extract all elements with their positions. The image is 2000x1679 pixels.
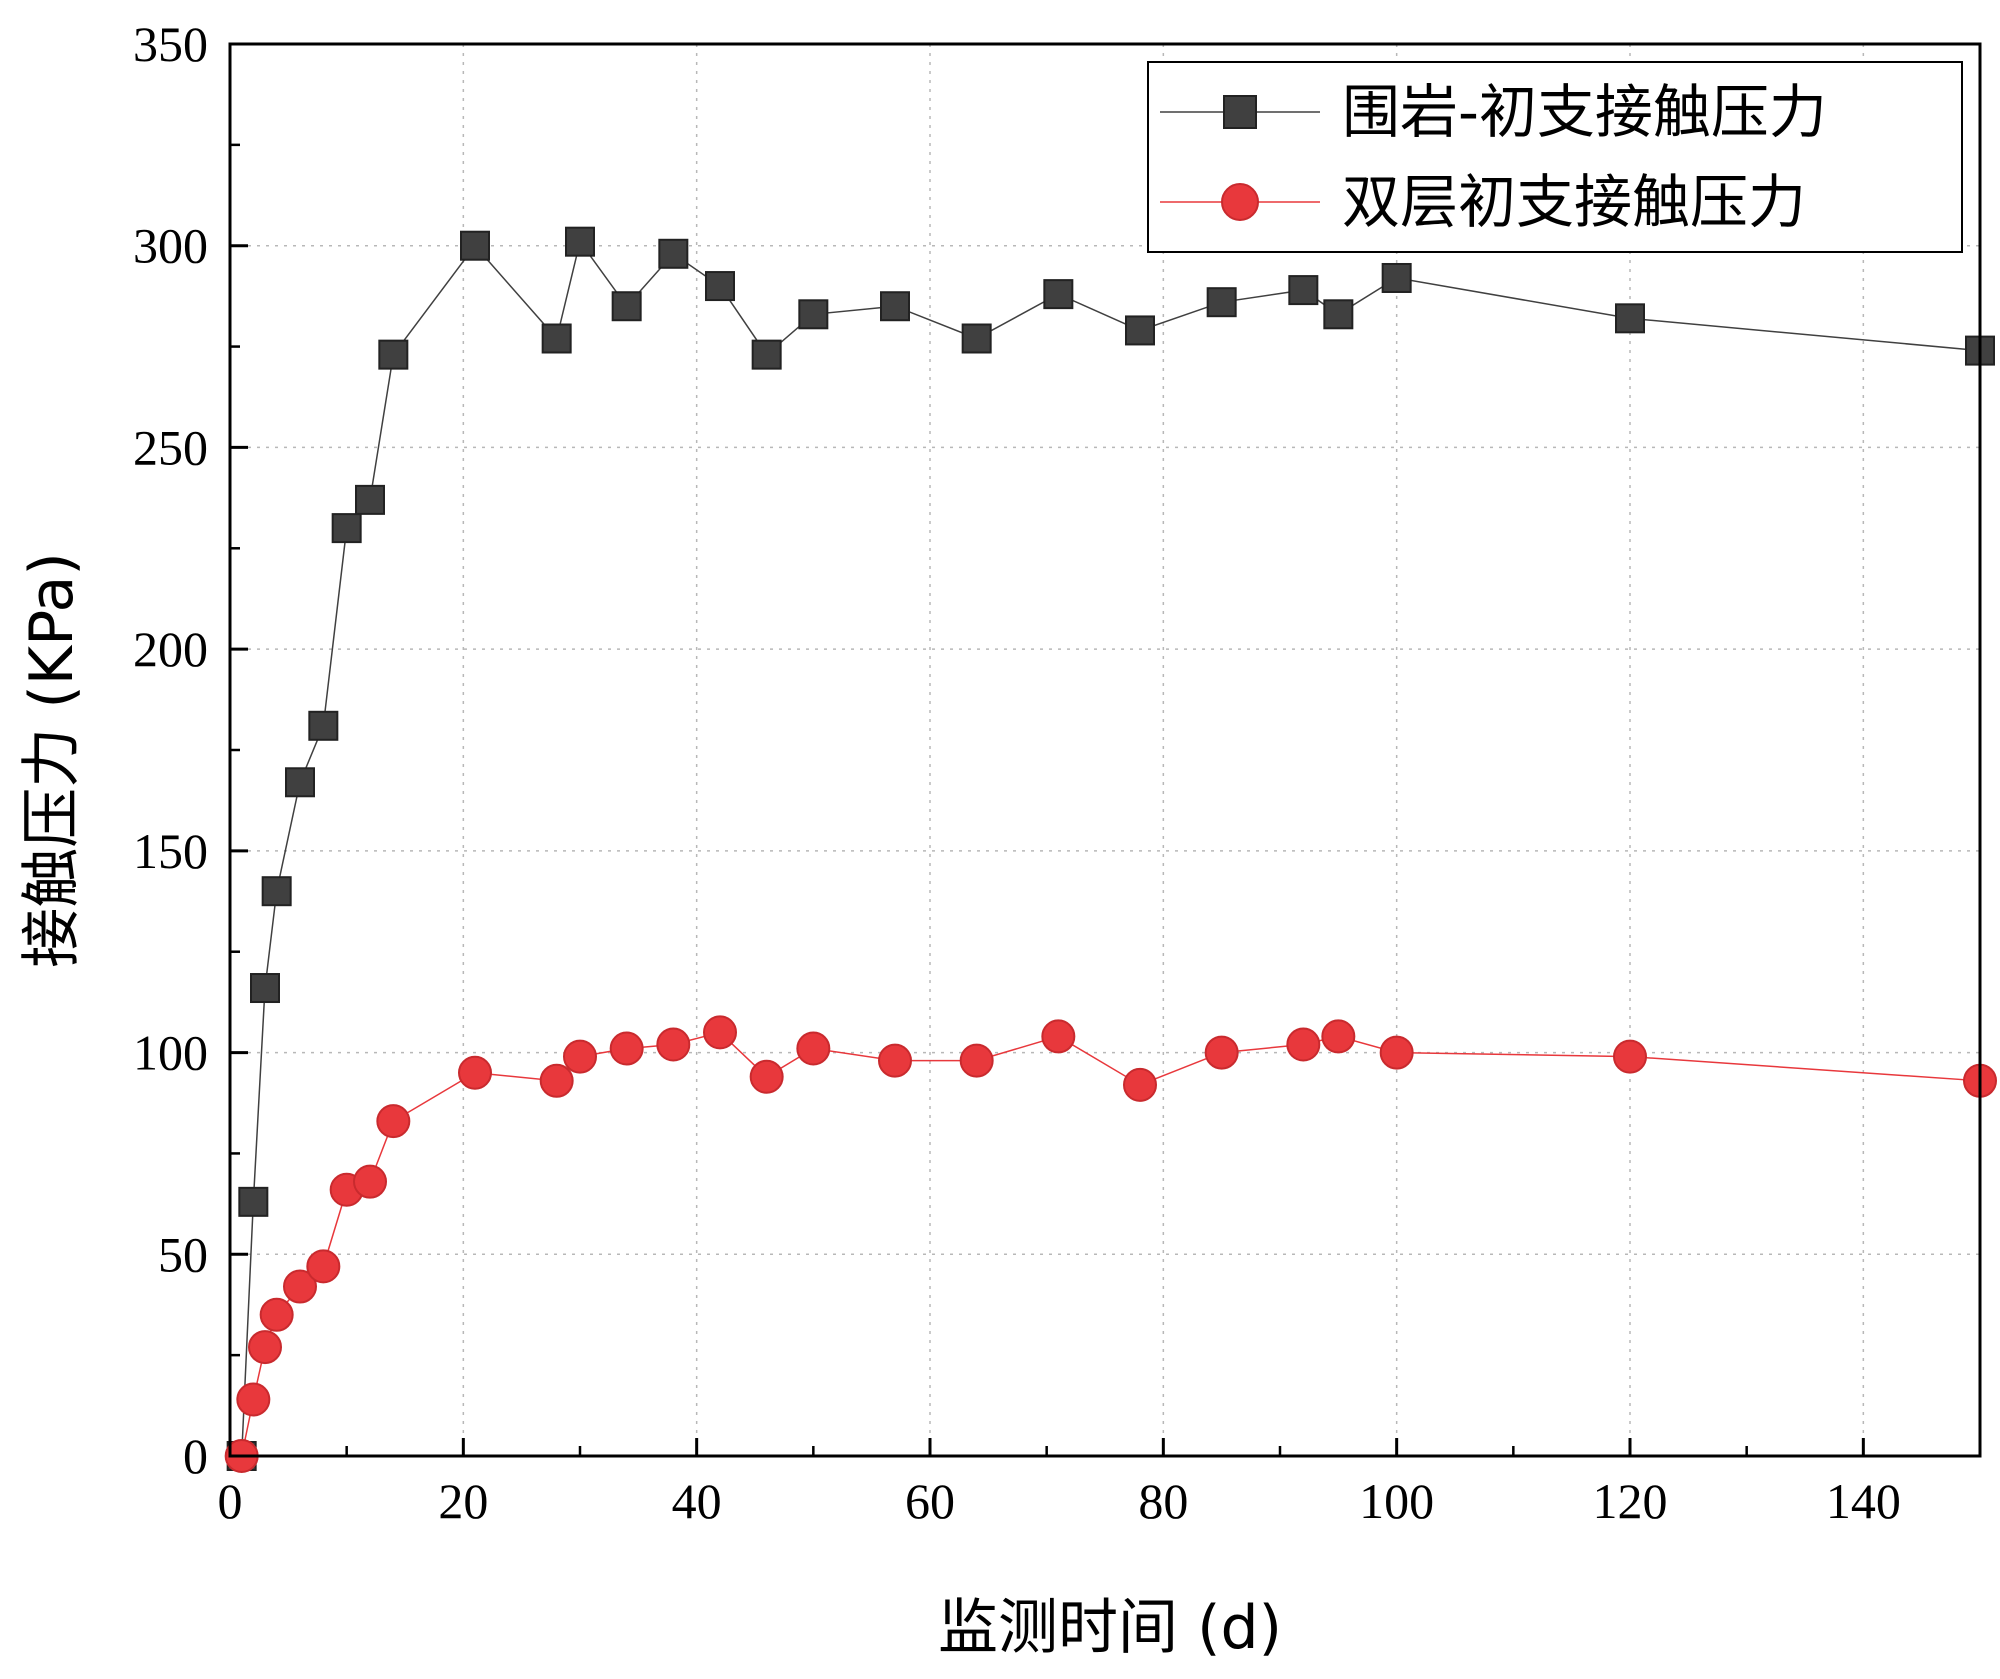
data-point: [1043, 279, 1074, 310]
data-point: [248, 1330, 282, 1365]
data-point: [1286, 1027, 1321, 1062]
data-point: [1321, 1019, 1356, 1054]
data-point: [458, 1055, 492, 1090]
data-point: [236, 1382, 271, 1417]
x-axis-title: 监测时间 (d): [938, 1593, 1282, 1663]
data-point: [1381, 262, 1412, 293]
legend: 围岩-初支接触压力 双层初支接触压力: [1147, 61, 1963, 253]
data-point: [1206, 287, 1237, 318]
legend-marker-2: [1221, 183, 1259, 221]
data-point: [611, 291, 642, 322]
y-tick-label: 100: [133, 1025, 208, 1081]
grid: [230, 44, 1980, 1456]
series-line: [240, 1031, 1981, 1457]
legend-box: [1147, 61, 1963, 253]
data-point: [1041, 1019, 1076, 1054]
data-point: [609, 1031, 644, 1066]
legend-label-1: 围岩-初支接触压力: [1342, 78, 1827, 146]
data-point: [705, 271, 735, 302]
data-point: [285, 767, 315, 798]
data-point: [283, 1269, 317, 1304]
y-axis-title: 接触压力 (KPa): [17, 552, 87, 968]
data-point: [1204, 1035, 1239, 1070]
data-point: [460, 230, 490, 261]
legend-label-2: 双层初支接触压力: [1342, 168, 1806, 236]
y-tick-label: 200: [133, 621, 208, 677]
x-tick-label: 20: [438, 1473, 488, 1529]
legend-marker-1: [1223, 95, 1257, 129]
data-point: [250, 973, 280, 1004]
data-point: [961, 323, 992, 354]
data-point: [1615, 303, 1645, 334]
data-point: [880, 291, 910, 322]
data-point: [1123, 1067, 1157, 1102]
data-point: [656, 1027, 691, 1062]
plot-frame: [228, 42, 1982, 1458]
data-point: [751, 339, 782, 370]
data-point: [306, 1249, 341, 1284]
x-tick-label: 40: [672, 1473, 722, 1529]
data-point: [261, 876, 292, 907]
data-point: [749, 1059, 784, 1094]
data-point: [796, 1031, 831, 1066]
data-point: [1288, 275, 1319, 306]
data-point: [308, 710, 339, 741]
x-tick-label: 120: [1593, 1473, 1668, 1529]
y-tick-label: 250: [133, 419, 208, 475]
x-tick-label: 140: [1826, 1473, 1901, 1529]
x-tick-label: 100: [1359, 1473, 1434, 1529]
x-tick-label: 60: [905, 1473, 955, 1529]
x-tick-label: 0: [218, 1473, 243, 1529]
data-point: [1379, 1035, 1414, 1070]
y-tick-label: 150: [133, 823, 208, 879]
data-point: [1125, 315, 1155, 346]
tick-labels: 0 50 100 150 200 250 300 350 0 20 40 60 80 100 120 140: [133, 16, 1901, 1529]
data-point: [1323, 299, 1354, 330]
data-point: [563, 1039, 597, 1074]
data-point: [259, 1297, 294, 1332]
series-2: [224, 1015, 1997, 1473]
x-tick-label: 80: [1138, 1473, 1188, 1529]
y-tick-label: 50: [158, 1226, 208, 1282]
data-point: [565, 226, 595, 257]
data-point: [541, 323, 572, 354]
y-tick-label: 0: [183, 1428, 208, 1484]
data-point: [959, 1043, 994, 1078]
y-tick-label: 300: [133, 218, 208, 274]
data-point: [539, 1063, 574, 1098]
data-point: [353, 1164, 387, 1199]
data-point: [238, 1186, 269, 1217]
data-point: [378, 339, 409, 370]
data-point: [331, 513, 362, 544]
data-point: [703, 1015, 737, 1050]
series-layer: [224, 226, 1997, 1473]
series-line: [240, 239, 1981, 1457]
series-1: [226, 226, 1995, 1471]
data-point: [1613, 1039, 1647, 1074]
data-point: [878, 1043, 912, 1078]
data-point: [376, 1104, 411, 1139]
data-point: [658, 238, 689, 269]
data-point: [798, 299, 829, 330]
y-tick-label: 350: [133, 16, 208, 72]
data-point: [355, 484, 385, 515]
